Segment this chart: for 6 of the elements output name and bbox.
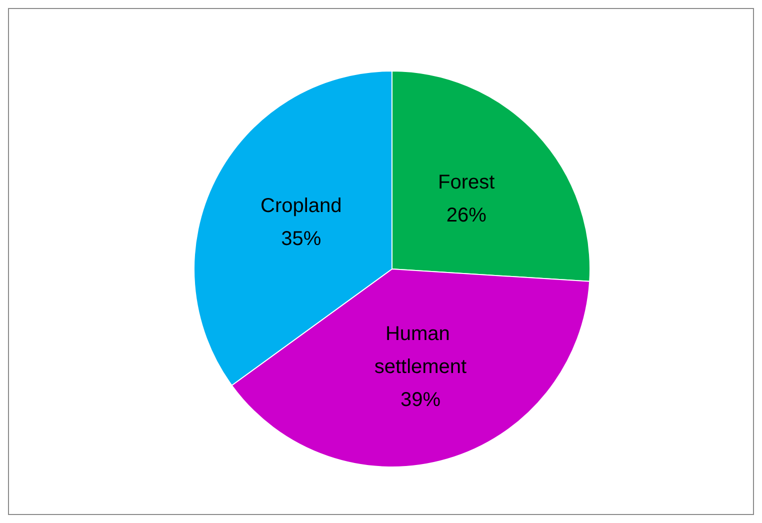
data-label: 35% [281,228,322,250]
slice-label: Cropland [260,195,342,218]
slice-label: Human settlement [374,322,468,378]
slice-label: Forest [438,172,496,194]
data-label: 26% [446,204,487,227]
data-label: 39% [400,388,441,411]
